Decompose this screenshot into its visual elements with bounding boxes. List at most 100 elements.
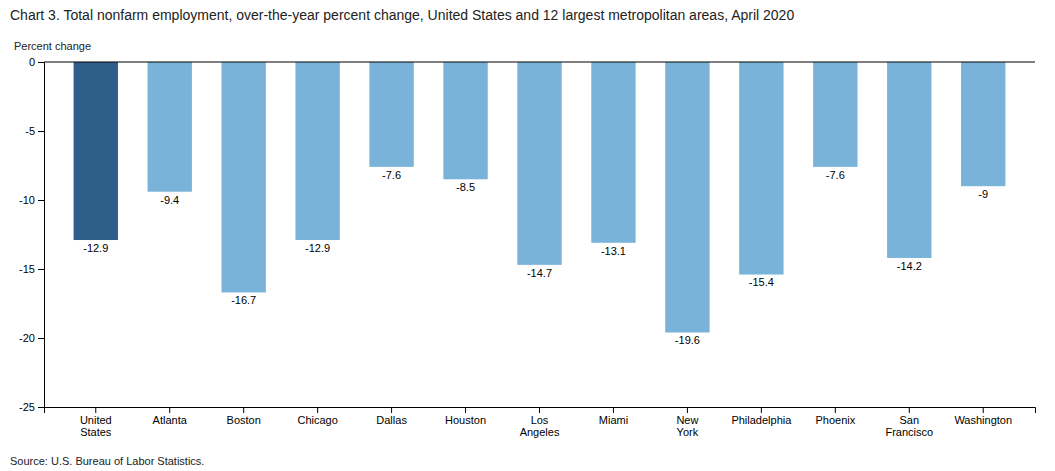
y-tick-label: -15 bbox=[19, 263, 35, 275]
x-tick-label-line: Dallas bbox=[376, 414, 407, 426]
data-label: -7.6 bbox=[382, 169, 401, 181]
data-label: -16.7 bbox=[231, 294, 256, 306]
x-tick-mark bbox=[243, 407, 244, 413]
x-tick-label-line: Houston bbox=[445, 414, 486, 426]
bar bbox=[665, 62, 709, 332]
data-label: -9.4 bbox=[160, 194, 179, 206]
x-tick-label-line: New bbox=[676, 414, 698, 426]
bar bbox=[295, 62, 339, 240]
data-label: -15.4 bbox=[749, 276, 774, 288]
x-tick-label-line: Boston bbox=[227, 414, 261, 426]
bar bbox=[148, 62, 192, 192]
x-tick-label-line: United bbox=[80, 414, 112, 426]
x-tick-label-line: States bbox=[80, 426, 112, 438]
x-tick-mark bbox=[909, 407, 910, 413]
y-tick-mark bbox=[38, 62, 44, 63]
x-tick-label-line: Miami bbox=[599, 414, 628, 426]
title: Chart 3. Total nonfarm employment, over-… bbox=[10, 7, 794, 23]
x-tick: Atlanta bbox=[153, 407, 188, 426]
x-tick-mark bbox=[761, 407, 762, 413]
chart: Chart 3. Total nonfarm employment, over-… bbox=[0, 0, 1055, 471]
y-tick: -20 bbox=[19, 332, 44, 344]
bar bbox=[74, 62, 118, 240]
x-tick: Houston bbox=[445, 407, 486, 426]
bar bbox=[887, 62, 931, 258]
x-tick-label-line: York bbox=[677, 426, 699, 438]
x-tick: Miami bbox=[599, 407, 628, 426]
x-tick-mark bbox=[317, 407, 318, 413]
y-tick-label: -5 bbox=[25, 125, 35, 137]
x-tick: Washington bbox=[954, 407, 1012, 426]
x-tick-label: Chicago bbox=[297, 414, 337, 426]
x-tick-label-line: Los bbox=[531, 414, 549, 426]
bar bbox=[813, 62, 857, 167]
x-tick: UnitedStates bbox=[80, 407, 112, 438]
y-tick-mark bbox=[38, 131, 44, 132]
bar bbox=[221, 62, 265, 292]
y-tick-mark bbox=[38, 269, 44, 270]
x-tick-label-line: Angeles bbox=[520, 426, 560, 438]
x-tick: Phoenix bbox=[815, 407, 855, 426]
x-tick: NewYork bbox=[676, 407, 698, 438]
y-tick: -5 bbox=[25, 125, 44, 137]
data-label: -19.6 bbox=[675, 334, 700, 346]
data-label: -14.2 bbox=[897, 260, 922, 272]
x-tick-label: Dallas bbox=[376, 414, 407, 426]
x-tick-label: SanFrancisco bbox=[885, 414, 933, 439]
y-tick-mark bbox=[38, 338, 44, 339]
x-tick-label: Boston bbox=[227, 414, 261, 426]
x-tick-label: Phoenix bbox=[815, 414, 855, 426]
x-tick-label: Washington bbox=[954, 414, 1012, 426]
data-label: -7.6 bbox=[826, 169, 845, 181]
bar bbox=[739, 62, 783, 275]
x-tick: LosAngeles bbox=[520, 407, 560, 438]
x-tick: Chicago bbox=[297, 407, 337, 426]
x-tick-label: Houston bbox=[445, 414, 486, 426]
data-label: -12.9 bbox=[83, 242, 108, 254]
y-axis-title: Percent change bbox=[14, 40, 91, 52]
x-tick-label-line: San bbox=[899, 414, 919, 426]
x-tick-label: Philadelphia bbox=[731, 414, 792, 426]
y-axis-line bbox=[38, 63, 45, 408]
x-tick-label: LosAngeles bbox=[520, 414, 560, 439]
bar bbox=[591, 62, 635, 243]
x-tick-label-line: Philadelphia bbox=[731, 414, 792, 426]
x-tick-mark bbox=[391, 407, 392, 413]
x-tick-mark bbox=[613, 407, 614, 413]
y-axis: 0-5-10-15-20-25 bbox=[19, 56, 44, 413]
x-tick-label: UnitedStates bbox=[80, 414, 112, 439]
baseline bbox=[44, 62, 1035, 63]
x-tick-mark bbox=[835, 407, 836, 413]
source: Source: U.S. Bureau of Labor Statistics. bbox=[10, 455, 204, 467]
x-tick: SanFrancisco bbox=[885, 407, 933, 438]
bar bbox=[369, 62, 413, 167]
bars bbox=[74, 62, 1006, 332]
y-tick: -25 bbox=[19, 401, 44, 413]
x-tick-label-line: Phoenix bbox=[815, 414, 855, 426]
bar bbox=[443, 62, 487, 179]
x-tick-mark bbox=[687, 407, 688, 413]
data-label: -8.5 bbox=[456, 181, 475, 193]
x-tick-label: Miami bbox=[599, 414, 628, 426]
x-tick-mark bbox=[539, 407, 540, 413]
x-tick-label-line: Chicago bbox=[297, 414, 337, 426]
data-label: -9 bbox=[978, 188, 988, 200]
x-tick-mark bbox=[465, 407, 466, 413]
x-tick-mark bbox=[983, 407, 984, 413]
y-tick: -15 bbox=[19, 263, 44, 275]
x-tick-label: NewYork bbox=[676, 414, 698, 439]
y-tick-mark bbox=[38, 200, 44, 201]
y-tick-mark bbox=[38, 407, 44, 408]
x-tick-mark bbox=[169, 407, 170, 413]
bar bbox=[961, 62, 1005, 186]
x-tick-label: Atlanta bbox=[153, 414, 188, 426]
x-tick-mark bbox=[95, 407, 96, 413]
y-tick: -10 bbox=[19, 194, 44, 206]
data-label: -14.7 bbox=[527, 267, 552, 279]
y-tick-label: -25 bbox=[19, 401, 35, 413]
data-label: -12.9 bbox=[305, 242, 330, 254]
x-tick: Philadelphia bbox=[731, 407, 792, 426]
bar bbox=[517, 62, 561, 265]
data-labels: -12.9-9.4-16.7-12.9-7.6-8.5-14.7-13.1-19… bbox=[83, 169, 988, 347]
y-tick-label: -20 bbox=[19, 332, 35, 344]
